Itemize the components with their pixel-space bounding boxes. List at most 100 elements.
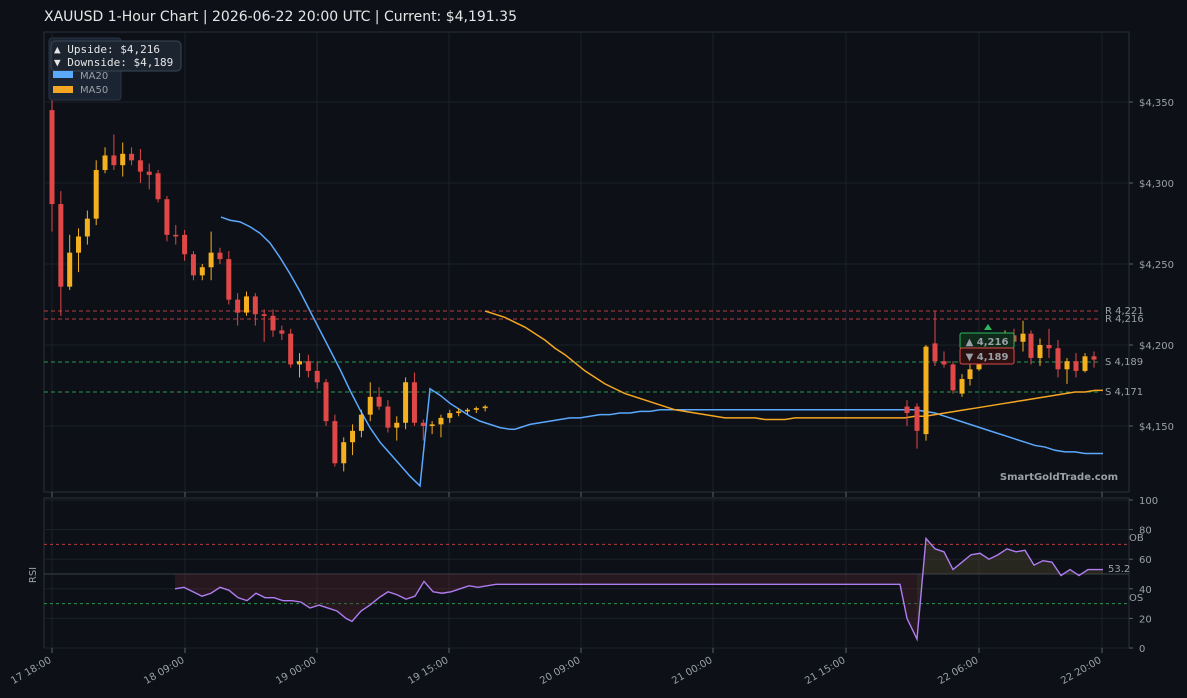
candle-body — [120, 153, 126, 166]
candle-body — [429, 424, 435, 426]
info-legend-box: ▲ Upside: $4,216 ▼ Downside: $4,189 MA20… — [48, 37, 182, 101]
up-arrow-icon — [984, 324, 992, 330]
x-tick-label: 19 00:00 — [274, 655, 318, 687]
candle-body — [146, 171, 152, 175]
x-tick-label: 21 00:00 — [670, 655, 714, 687]
candle-body — [1046, 345, 1052, 349]
candle-body — [447, 413, 453, 418]
legend-label-ma20: MA20 — [80, 71, 108, 82]
candle-body — [923, 346, 929, 435]
downside-text: ▼ Downside: $4,189 — [54, 56, 173, 69]
ma20-line — [220, 216, 1103, 488]
candle-body — [411, 382, 417, 423]
candle-body — [1082, 356, 1088, 371]
candle-body — [270, 315, 276, 331]
candle-body — [76, 236, 82, 253]
candle-body — [93, 170, 99, 219]
candle-body — [438, 417, 444, 425]
candle-body — [367, 396, 373, 415]
candle-body — [950, 364, 956, 391]
candle-body — [1028, 333, 1034, 358]
moving-averages — [220, 216, 1103, 488]
candle-body — [403, 382, 409, 423]
candle-body — [1091, 356, 1097, 360]
x-tick-label: 19 15:00 — [406, 655, 450, 687]
price-grid — [44, 32, 1129, 492]
x-tick-label: 22 20:00 — [1059, 655, 1103, 687]
candle-body — [904, 406, 910, 414]
candle-body — [941, 361, 947, 365]
candle-body — [1020, 333, 1026, 342]
candle-body — [323, 382, 329, 422]
candle-body — [155, 173, 161, 200]
candle-body — [208, 252, 214, 268]
candle-body — [420, 422, 426, 426]
candle-body — [959, 379, 965, 394]
candle-body — [350, 430, 356, 443]
rsi-tick-label: 20 — [1139, 614, 1152, 625]
downside-target-box — [959, 347, 1015, 365]
ma50-line — [484, 310, 1103, 421]
candle-body — [137, 160, 143, 172]
candle-body — [164, 199, 170, 235]
rsi-fill — [175, 538, 1103, 640]
price-tick-label: $4,200 — [1139, 341, 1174, 352]
candle-body — [305, 361, 311, 371]
candle-body — [1073, 361, 1079, 371]
candle-body — [473, 408, 479, 410]
watermark: SmartGoldTrade.com — [1000, 472, 1118, 483]
rsi-axis: 0 20 40 60 80 100 — [1129, 496, 1158, 655]
rsi-tick-label: 80 — [1139, 526, 1152, 537]
candle-body — [252, 296, 258, 315]
price-panel — [43, 31, 1130, 493]
candle-body — [173, 234, 179, 237]
level-label: S 4,171 — [1105, 387, 1143, 398]
rsi-bearish-fill — [175, 574, 917, 640]
rsi-tick-label: 100 — [1139, 496, 1158, 507]
price-tick-label: $4,250 — [1139, 260, 1174, 271]
x-tick-label: 21 15:00 — [803, 655, 847, 687]
candle-body — [394, 422, 400, 428]
x-tick-label: 18 09:00 — [142, 655, 186, 687]
candle-body — [199, 267, 205, 276]
candle-body — [243, 296, 249, 313]
candle-body — [58, 204, 64, 287]
candle-body — [84, 218, 90, 237]
price-tick-label: $4,350 — [1139, 98, 1174, 109]
rsi-line — [174, 536, 1103, 642]
level-label: R 4,216 — [1105, 314, 1144, 325]
candle-body — [314, 370, 320, 383]
price-tick-label: $4,150 — [1139, 422, 1174, 433]
x-tick-label: 17 18:00 — [9, 655, 53, 687]
info-box — [50, 40, 182, 72]
chart-title: XAUUSD 1-Hour Chart | 2026-06-22 20:00 U… — [44, 9, 517, 25]
x-tick-label: 20 09:00 — [538, 655, 582, 687]
candle-body — [385, 406, 391, 428]
candle-body — [129, 153, 135, 161]
candle-body — [456, 411, 462, 414]
candle-body — [217, 252, 223, 260]
candle-body — [288, 333, 294, 365]
candle-body — [67, 252, 73, 287]
legend-label-ma50: MA50 — [80, 85, 108, 96]
candle-body — [358, 414, 364, 431]
rsi-tick-label: 40 — [1139, 585, 1152, 596]
candle-body — [226, 259, 232, 300]
candle-body — [341, 442, 347, 464]
legend-swatch-ma20 — [53, 71, 73, 78]
rsi-bullish-fill — [917, 538, 1103, 640]
candle-body — [1055, 348, 1061, 370]
rsi-axis-label: RSI — [28, 567, 39, 583]
candle-body — [482, 406, 488, 409]
candle-body — [279, 330, 285, 334]
rsi-ob-label: OB — [1129, 533, 1144, 544]
candle-body — [1037, 345, 1043, 358]
level-label: S 4,189 — [1105, 357, 1143, 368]
rsi-tick-label: 60 — [1139, 555, 1152, 566]
rsi-current-value: 53.2 — [1108, 564, 1130, 575]
candle-body — [332, 421, 338, 464]
downside-target-label: ▼ 4,189 — [966, 352, 1009, 363]
candle-body — [102, 155, 108, 171]
candle-body — [190, 254, 196, 276]
